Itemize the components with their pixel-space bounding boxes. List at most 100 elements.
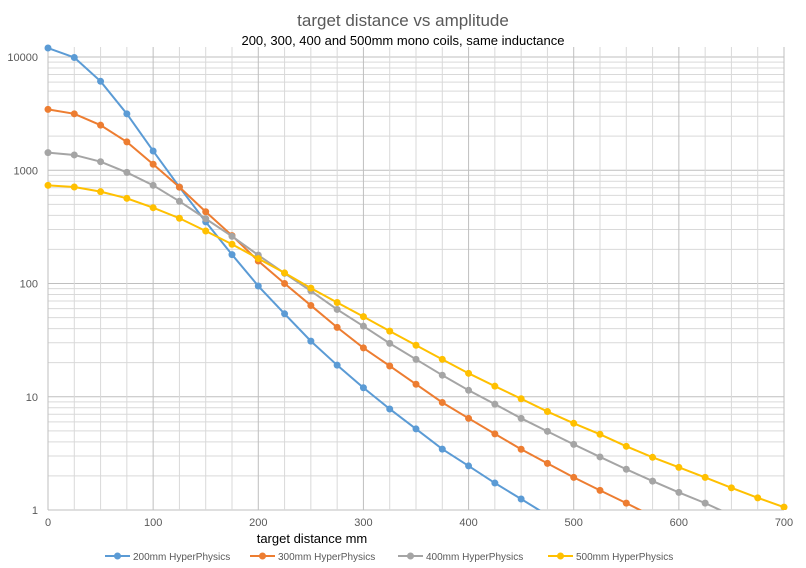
x-axis-title: target distance mm: [257, 531, 368, 546]
data-point: [97, 188, 105, 196]
series-400mm: [44, 149, 723, 510]
legend-item: 300mm HyperPhysics: [250, 552, 375, 563]
x-tick-label: 500: [565, 517, 583, 529]
data-point: [543, 408, 551, 416]
data-point: [149, 160, 157, 168]
data-point: [307, 284, 315, 292]
data-point: [622, 465, 630, 473]
data-point: [596, 430, 604, 438]
chart-subtitle: 200, 300, 400 and 500mm mono coils, same…: [241, 33, 564, 48]
data-point: [70, 110, 78, 118]
data-point: [517, 445, 525, 453]
legend-marker: [407, 552, 414, 560]
data-point: [281, 310, 289, 318]
data-point: [438, 445, 446, 453]
data-point: [727, 484, 735, 492]
data-point: [333, 323, 341, 331]
data-point: [570, 419, 578, 427]
data-point: [465, 386, 473, 394]
x-tick-labels: 0 100 200 300 400 500 600 700: [45, 517, 793, 529]
data-point: [333, 298, 341, 306]
x-tick-label: 600: [670, 517, 688, 529]
data-point: [675, 463, 683, 471]
legend-marker: [114, 552, 121, 560]
data-point: [70, 183, 78, 191]
x-tick-label: 200: [249, 517, 267, 529]
series-line: [47, 108, 643, 510]
data-point: [307, 337, 315, 345]
data-point: [543, 459, 551, 467]
chart-title: target distance vs amplitude: [297, 11, 509, 30]
data-point: [175, 197, 183, 205]
data-point: [44, 149, 52, 157]
data-point: [517, 395, 525, 403]
data-point: [517, 414, 525, 422]
x-tick-label: 400: [459, 517, 477, 529]
data-point: [622, 442, 630, 450]
data-point: [228, 240, 236, 248]
y-tick-label: 100: [20, 279, 38, 291]
data-point: [412, 355, 420, 363]
y-tick-label: 10000: [7, 52, 38, 64]
data-point: [228, 232, 236, 240]
data-point: [701, 473, 709, 481]
data-point: [281, 280, 289, 287]
y-tick-labels: 1 10 100 1000 10000: [7, 52, 38, 517]
data-point: [570, 473, 578, 481]
data-point: [780, 503, 788, 510]
data-point: [465, 414, 473, 422]
data-point: [123, 168, 131, 176]
series-200mm: [44, 44, 551, 519]
data-point: [202, 227, 210, 235]
series-500mm: [44, 181, 788, 510]
data-point: [649, 477, 657, 485]
y-tick-label: 10: [26, 392, 38, 404]
data-point: [333, 361, 341, 369]
data-point: [754, 494, 762, 502]
data-point: [333, 305, 341, 313]
data-point: [386, 362, 394, 370]
data-point: [622, 499, 630, 507]
data-point: [97, 158, 105, 166]
data-point: [649, 513, 656, 520]
data-point: [202, 208, 210, 216]
data-point: [412, 425, 420, 433]
data-point: [438, 371, 446, 379]
data-point: [386, 327, 394, 335]
data-point: [44, 44, 52, 52]
data-point: [175, 183, 183, 191]
y-tick-label: 1: [32, 505, 38, 517]
data-point: [596, 453, 604, 461]
data-point: [359, 384, 367, 392]
data-point: [123, 194, 131, 202]
x-tick-label: 700: [775, 517, 793, 529]
data-point: [281, 269, 289, 277]
data-point: [123, 138, 131, 146]
data-point: [438, 355, 446, 363]
data-point: [149, 147, 157, 155]
data-point: [254, 282, 262, 290]
data-point: [544, 512, 551, 519]
y-tick-label: 1000: [14, 165, 38, 177]
data-point: [465, 462, 473, 470]
data-point: [123, 110, 131, 118]
data-point: [149, 204, 157, 212]
data-point: [465, 369, 473, 377]
series-300mm: [44, 105, 656, 520]
data-point: [254, 255, 262, 263]
legend-marker: [259, 552, 266, 560]
data-point: [97, 121, 105, 129]
data-point: [491, 400, 499, 408]
data-point: [438, 398, 446, 406]
legend-item: 200mm HyperPhysics: [105, 552, 230, 563]
data-point: [570, 440, 578, 448]
x-tick-label: 100: [144, 517, 162, 529]
data-point: [307, 301, 315, 309]
data-point: [44, 181, 52, 189]
legend: 200mm HyperPhysics 300mm HyperPhysics 400m…: [105, 552, 673, 563]
data-point: [412, 380, 420, 388]
data-point: [491, 430, 499, 438]
data-point: [491, 479, 499, 487]
data-point: [97, 77, 105, 85]
